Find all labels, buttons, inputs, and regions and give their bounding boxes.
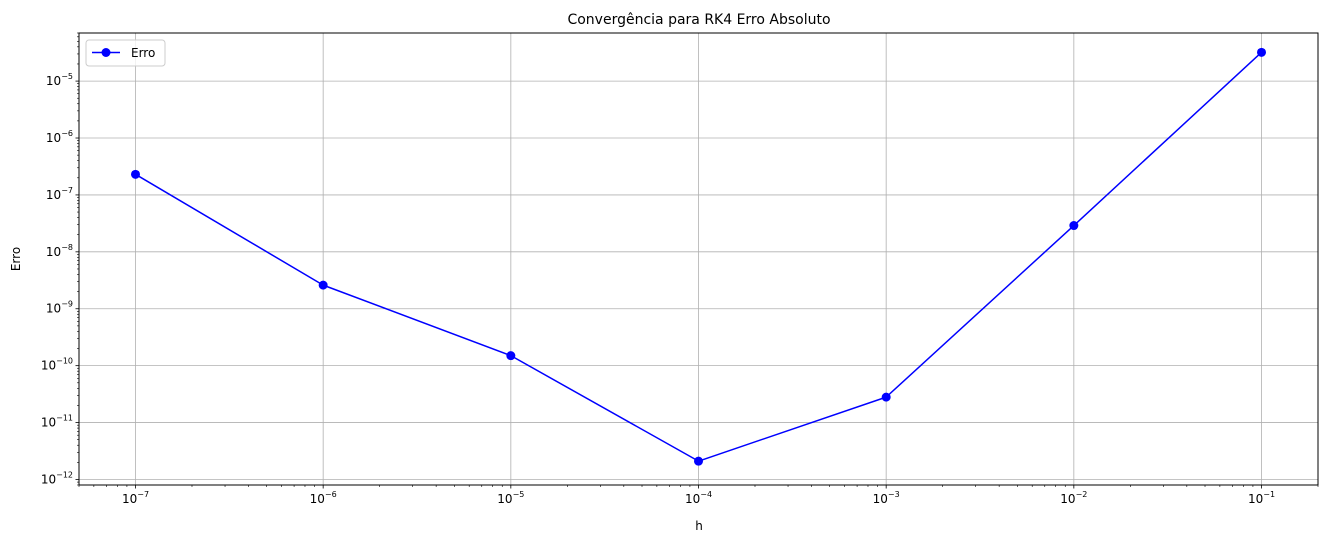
y-tick-label: 10−12	[41, 470, 73, 486]
y-tick-exponent: −7	[61, 186, 73, 195]
x-tick-exponent: −6	[325, 490, 337, 499]
y-tick-base: 10	[46, 131, 61, 145]
y-tick-label: 10−6	[46, 129, 73, 145]
y-tick-base: 10	[46, 188, 61, 202]
data-point	[506, 351, 516, 361]
y-tick-label: 10−5	[46, 72, 73, 88]
y-tick-exponent: −5	[61, 72, 73, 81]
y-tick-base: 10	[46, 74, 61, 88]
data-point	[130, 169, 140, 179]
series-layer	[130, 47, 1267, 466]
y-tick-base: 10	[41, 416, 56, 430]
data-point	[318, 280, 328, 290]
legend-marker	[101, 48, 111, 57]
major-ticks	[75, 80, 1262, 489]
y-tick-exponent: −10	[56, 357, 73, 366]
x-tick-base: 10	[122, 492, 137, 506]
legend: Erro	[85, 39, 166, 67]
plot-area-frame	[78, 32, 1319, 486]
legend-label: Erro	[131, 46, 155, 60]
x-tick-label: 10−7	[122, 490, 149, 506]
y-tick-exponent: −8	[61, 243, 73, 252]
x-tick-base: 10	[310, 492, 325, 506]
x-tick-exponent: −4	[700, 490, 712, 499]
y-tick-exponent: −11	[56, 414, 73, 423]
y-tick-label: 10−9	[46, 300, 73, 316]
chart-title: Convergência para RK4 Erro Absoluto	[567, 12, 830, 28]
data-point	[1257, 47, 1267, 57]
x-tick-label: 10−6	[310, 490, 337, 506]
y-tick-label: 10−10	[41, 357, 73, 373]
grid	[79, 33, 1318, 485]
y-tick-label: 10−8	[46, 243, 73, 259]
y-tick-base: 10	[41, 472, 56, 486]
y-tick-base: 10	[46, 245, 61, 259]
x-tick-label: 10−5	[497, 490, 524, 506]
y-tick-exponent: −12	[56, 470, 73, 479]
y-tick-base: 10	[46, 302, 61, 316]
x-axis-label: h	[695, 519, 703, 533]
x-tick-labels: 10−7 10−6 10−5 10−4 10−3 10−2 10−1	[122, 490, 1275, 506]
y-tick-label: 10−7	[46, 186, 73, 202]
data-point	[1069, 221, 1079, 231]
y-tick-base: 10	[41, 359, 56, 373]
x-tick-base: 10	[873, 492, 888, 506]
x-tick-exponent: −1	[1263, 490, 1275, 499]
x-tick-exponent: −5	[513, 490, 525, 499]
x-tick-base: 10	[685, 492, 700, 506]
x-tick-base: 10	[1248, 492, 1263, 506]
x-tick-label: 10−4	[685, 490, 712, 506]
x-tick-exponent: −3	[888, 490, 900, 499]
x-tick-label: 10−3	[873, 490, 900, 506]
x-tick-label: 10−2	[1060, 490, 1087, 506]
x-tick-base: 10	[1060, 492, 1075, 506]
y-tick-label: 10−11	[41, 414, 73, 430]
x-tick-exponent: −2	[1076, 490, 1088, 499]
y-axis-label: Erro	[9, 247, 23, 271]
data-point	[694, 456, 703, 466]
data-point	[881, 392, 891, 402]
y-tick-exponent: −9	[61, 300, 73, 309]
x-tick-exponent: −7	[137, 490, 149, 499]
x-tick-label: 10−1	[1248, 490, 1275, 506]
legend-frame	[85, 39, 166, 67]
x-tick-base: 10	[497, 492, 512, 506]
y-tick-exponent: −6	[61, 129, 73, 138]
